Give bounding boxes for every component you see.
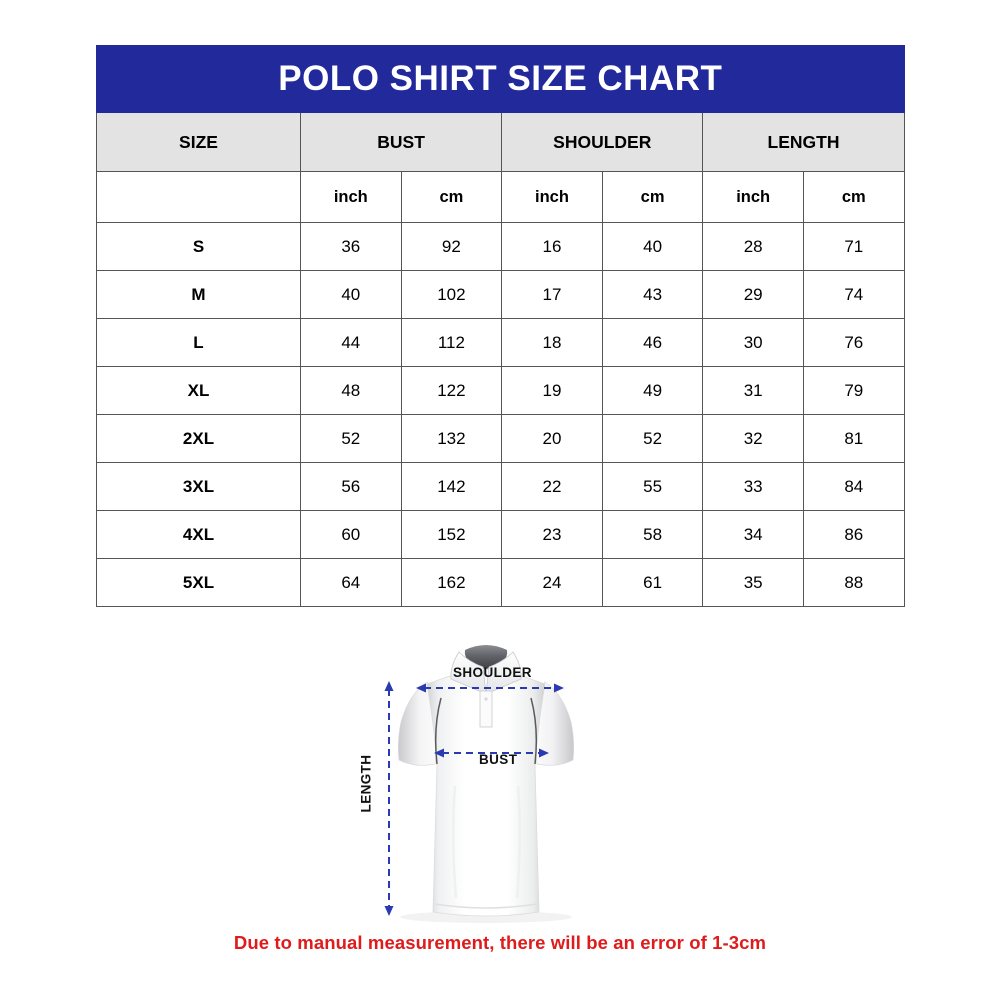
length-label: LENGTH: [358, 754, 374, 813]
shoulder-measure-arrow: [416, 683, 564, 693]
cell-shoulder-cm: 58: [601, 510, 704, 559]
table-row: 4XL 60 152 23 58 34 86: [96, 510, 905, 559]
size-label: 4XL: [96, 510, 301, 559]
cell-shoulder-inch: 24: [501, 558, 603, 607]
cell-bust-inch: 52: [300, 414, 402, 463]
bust-label: BUST: [479, 752, 518, 767]
unit-cell-empty: [96, 171, 301, 223]
cell-length-inch: 35: [702, 558, 804, 607]
table-row: XL 48 122 19 49 31 79: [96, 366, 905, 415]
cell-length-cm: 81: [802, 414, 905, 463]
table-row: L 44 112 18 46 30 76: [96, 318, 905, 367]
table-row: 2XL 52 132 20 52 32 81: [96, 414, 905, 463]
cell-bust-cm: 112: [400, 318, 503, 367]
measurement-disclaimer: Due to manual measurement, there will be…: [233, 932, 767, 953]
cell-shoulder-cm: 46: [601, 318, 704, 367]
cell-bust-cm: 132: [400, 414, 503, 463]
cell-length-inch: 28: [702, 222, 804, 271]
size-label: M: [96, 270, 301, 319]
table-row: M 40 102 17 43 29 74: [96, 270, 905, 319]
cell-shoulder-inch: 18: [501, 318, 603, 367]
cell-bust-inch: 64: [300, 558, 402, 607]
table-title-row: POLO SHIRT SIZE CHART: [96, 45, 905, 113]
column-group-length: LENGTH: [702, 112, 905, 172]
unit-shoulder-cm: cm: [601, 171, 704, 223]
cell-length-cm: 88: [802, 558, 905, 607]
cell-shoulder-inch: 20: [501, 414, 603, 463]
size-label: 2XL: [96, 414, 301, 463]
shoulder-label: SHOULDER: [453, 665, 532, 680]
length-measure-arrow: [384, 681, 394, 916]
cell-length-cm: 76: [802, 318, 905, 367]
table-row: S 36 92 16 40 28 71: [96, 222, 905, 271]
cell-bust-cm: 102: [400, 270, 503, 319]
size-chart-table: POLO SHIRT SIZE CHART SIZE BUST SHOULDER…: [96, 45, 905, 607]
cell-bust-inch: 44: [300, 318, 402, 367]
column-group-shoulder: SHOULDER: [501, 112, 704, 172]
cell-length-inch: 32: [702, 414, 804, 463]
cell-length-inch: 33: [702, 462, 804, 511]
unit-bust-cm: cm: [400, 171, 503, 223]
cell-shoulder-inch: 19: [501, 366, 603, 415]
cell-shoulder-cm: 52: [601, 414, 704, 463]
cell-length-cm: 84: [802, 462, 905, 511]
unit-bust-inch: inch: [300, 171, 402, 223]
cell-length-inch: 31: [702, 366, 804, 415]
cell-bust-cm: 122: [400, 366, 503, 415]
size-label: L: [96, 318, 301, 367]
cell-shoulder-inch: 17: [501, 270, 603, 319]
unit-length-inch: inch: [702, 171, 804, 223]
cell-bust-inch: 56: [300, 462, 402, 511]
cell-bust-inch: 60: [300, 510, 402, 559]
cell-shoulder-cm: 61: [601, 558, 704, 607]
cell-shoulder-inch: 23: [501, 510, 603, 559]
cell-length-inch: 34: [702, 510, 804, 559]
cell-bust-inch: 36: [300, 222, 402, 271]
cell-bust-cm: 92: [400, 222, 503, 271]
cell-shoulder-inch: 16: [501, 222, 603, 271]
cell-shoulder-cm: 43: [601, 270, 704, 319]
cell-bust-cm: 142: [400, 462, 503, 511]
measurement-diagram: SHOULDER BUST LENGTH: [355, 636, 625, 926]
unit-shoulder-inch: inch: [501, 171, 603, 223]
size-label: S: [96, 222, 301, 271]
table-row: 5XL 64 162 24 61 35 88: [96, 558, 905, 607]
unit-header-row: inch cm inch cm inch cm: [96, 171, 905, 223]
cell-shoulder-cm: 40: [601, 222, 704, 271]
cell-length-inch: 29: [702, 270, 804, 319]
group-header-row: SIZE BUST SHOULDER LENGTH: [96, 112, 905, 172]
size-label: 5XL: [96, 558, 301, 607]
unit-length-cm: cm: [802, 171, 905, 223]
column-group-size: SIZE: [96, 112, 301, 172]
chart-title: POLO SHIRT SIZE CHART: [96, 45, 905, 113]
cell-bust-cm: 152: [400, 510, 503, 559]
cell-bust-inch: 48: [300, 366, 402, 415]
cell-shoulder-cm: 49: [601, 366, 704, 415]
cell-length-cm: 74: [802, 270, 905, 319]
cell-bust-cm: 162: [400, 558, 503, 607]
size-label: 3XL: [96, 462, 301, 511]
cell-bust-inch: 40: [300, 270, 402, 319]
cell-shoulder-cm: 55: [601, 462, 704, 511]
cell-length-cm: 86: [802, 510, 905, 559]
cell-length-cm: 71: [802, 222, 905, 271]
cell-shoulder-inch: 22: [501, 462, 603, 511]
cell-length-cm: 79: [802, 366, 905, 415]
bust-measure-arrow: [434, 748, 549, 758]
table-row: 3XL 56 142 22 55 33 84: [96, 462, 905, 511]
cell-length-inch: 30: [702, 318, 804, 367]
column-group-bust: BUST: [299, 112, 503, 172]
size-label: XL: [96, 366, 301, 415]
